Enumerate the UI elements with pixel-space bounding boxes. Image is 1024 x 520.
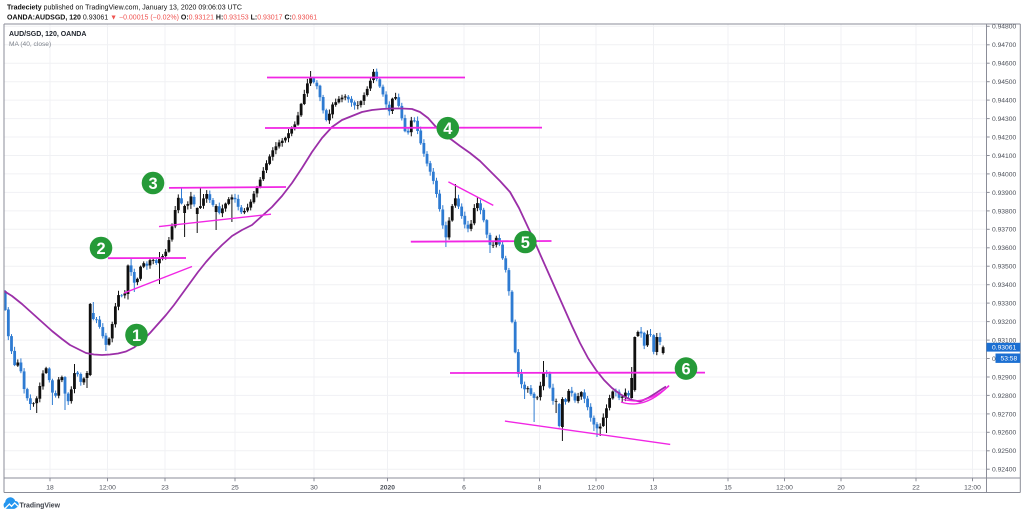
- svg-text:6: 6: [462, 484, 466, 491]
- svg-text:30: 30: [310, 484, 318, 491]
- svg-text:0.94100: 0.94100: [992, 153, 1016, 160]
- svg-text:0.94700: 0.94700: [992, 42, 1016, 49]
- svg-text:0.93200: 0.93200: [992, 319, 1016, 326]
- svg-text:2020: 2020: [380, 484, 395, 491]
- svg-text:MA (40, close): MA (40, close): [9, 41, 51, 48]
- svg-text:2: 2: [96, 240, 105, 258]
- svg-text:0.94800: 0.94800: [992, 24, 1016, 31]
- svg-text:AUD/SGD, 120, OANDA: AUD/SGD, 120, OANDA: [9, 31, 86, 38]
- svg-text:0.93300: 0.93300: [992, 301, 1016, 308]
- svg-text:0.93400: 0.93400: [992, 282, 1016, 289]
- svg-text:23: 23: [161, 484, 169, 491]
- svg-text:OANDA:AUDSGD, 120 0.93061 ▼ −: OANDA:AUDSGD, 120 0.93061 ▼ −0.00015 (−0…: [7, 15, 317, 22]
- svg-text:12:00: 12:00: [99, 484, 116, 491]
- svg-text:1: 1: [132, 327, 141, 345]
- svg-text:0.94300: 0.94300: [992, 116, 1016, 123]
- svg-text:0.94400: 0.94400: [992, 98, 1016, 105]
- svg-text:0.94600: 0.94600: [992, 61, 1016, 68]
- svg-text:0.93500: 0.93500: [992, 264, 1016, 271]
- svg-text:0.92900: 0.92900: [992, 374, 1016, 381]
- svg-text:0.93061: 0.93061: [992, 345, 1016, 352]
- svg-text:0.93600: 0.93600: [992, 245, 1016, 252]
- svg-text:4: 4: [443, 120, 453, 138]
- svg-text:12:00: 12:00: [776, 484, 793, 491]
- svg-text:20: 20: [837, 484, 845, 491]
- svg-text:13: 13: [650, 484, 658, 491]
- svg-text:TradingView: TradingView: [20, 502, 61, 509]
- svg-text:0.92800: 0.92800: [992, 393, 1016, 400]
- svg-text:0.92700: 0.92700: [992, 411, 1016, 418]
- svg-text:0.92500: 0.92500: [992, 448, 1016, 455]
- svg-text:0.94200: 0.94200: [992, 134, 1016, 141]
- svg-text:0.93700: 0.93700: [992, 227, 1016, 234]
- svg-text:0.92600: 0.92600: [992, 430, 1016, 437]
- svg-text:0.94500: 0.94500: [992, 79, 1016, 86]
- svg-text:0.93800: 0.93800: [992, 208, 1016, 215]
- svg-text:15: 15: [724, 484, 732, 491]
- svg-text:12:00: 12:00: [964, 484, 981, 491]
- svg-text:6: 6: [681, 361, 690, 379]
- svg-text:8: 8: [538, 484, 542, 491]
- svg-text:5: 5: [521, 234, 530, 252]
- svg-text:18: 18: [46, 484, 54, 491]
- svg-text:0.94000: 0.94000: [992, 171, 1016, 178]
- svg-text:25: 25: [231, 484, 239, 491]
- svg-text:53:58: 53:58: [1001, 356, 1018, 363]
- svg-text:0.93900: 0.93900: [992, 190, 1016, 197]
- svg-text:22: 22: [912, 484, 920, 491]
- svg-text:3: 3: [148, 175, 157, 193]
- svg-text:12:00: 12:00: [588, 484, 605, 491]
- svg-text:Tradeciety published on Tradin: Tradeciety published on TradingView.com,…: [7, 5, 242, 12]
- svg-text:0.92400: 0.92400: [992, 467, 1016, 474]
